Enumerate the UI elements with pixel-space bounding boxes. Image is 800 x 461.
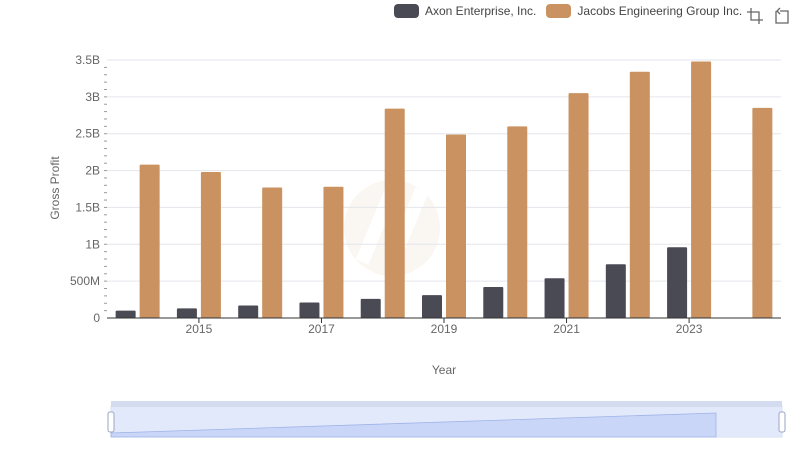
legend-label-axon: Axon Enterprise, Inc. bbox=[425, 4, 537, 18]
legend: Axon Enterprise, Inc. Jacobs Engineering… bbox=[394, 4, 742, 18]
y-tick-label: 1B bbox=[85, 237, 100, 251]
y-tick-label: 0 bbox=[93, 311, 100, 325]
slider-preview-area bbox=[110, 412, 717, 438]
y-tick-label: 2B bbox=[85, 164, 100, 178]
bar-jacobs-2020[interactable] bbox=[507, 126, 528, 318]
legend-label-jacobs: Jacobs Engineering Group Inc. bbox=[577, 4, 743, 18]
bar-jacobs-2024[interactable] bbox=[752, 107, 773, 319]
x-axis-title: Year bbox=[432, 363, 456, 377]
x-tick-label: 2019 bbox=[431, 322, 458, 336]
zoom-icon[interactable] bbox=[746, 7, 764, 25]
bar-jacobs-2014[interactable] bbox=[139, 164, 160, 318]
x-tick-label: 2017 bbox=[308, 322, 335, 336]
bar-jacobs-2022[interactable] bbox=[629, 71, 650, 319]
bar-jacobs-2017[interactable] bbox=[323, 186, 344, 318]
bar-jacobs-2015[interactable] bbox=[200, 172, 221, 318]
legend-swatch-axon bbox=[394, 4, 419, 18]
y-tick-labels: 0 500M 1B 1.5B 2B 2.5B 3B 3.5B bbox=[70, 53, 100, 325]
y-tick-label: 3.5B bbox=[75, 53, 100, 67]
bar-jacobs-2023[interactable] bbox=[691, 61, 712, 319]
bar-axon-2020[interactable] bbox=[483, 287, 504, 318]
y-minor-ticks bbox=[104, 66, 107, 312]
bar-axon-2015[interactable] bbox=[176, 308, 197, 318]
bar-axon-2014[interactable] bbox=[115, 310, 136, 318]
x-tick-labels: 2015 2017 2019 2021 2023 bbox=[186, 318, 703, 336]
y-tick-label: 1.5B bbox=[75, 200, 100, 214]
slider-handle-left[interactable] bbox=[107, 411, 115, 433]
bar-axon-2023[interactable] bbox=[667, 247, 688, 318]
legend-swatch-jacobs bbox=[546, 4, 572, 18]
bar-jacobs-2018[interactable] bbox=[384, 108, 405, 318]
y-tick-label: 500M bbox=[70, 274, 100, 288]
y-tick-label: 3B bbox=[85, 90, 100, 104]
bar-axon-2017[interactable] bbox=[299, 302, 320, 318]
bars bbox=[115, 61, 773, 319]
bar-axon-2016[interactable] bbox=[238, 305, 259, 318]
bar-jacobs-2019[interactable] bbox=[446, 134, 466, 318]
legend-item-jacobs[interactable]: Jacobs Engineering Group Inc. bbox=[546, 4, 742, 18]
bar-jacobs-2016[interactable] bbox=[262, 187, 283, 318]
bar-axon-2018[interactable] bbox=[360, 298, 381, 318]
data-zoom-slider[interactable] bbox=[107, 401, 786, 438]
legend-item-axon[interactable]: Axon Enterprise, Inc. bbox=[394, 4, 536, 18]
slider-handle-right[interactable] bbox=[778, 411, 786, 433]
x-tick-label: 2023 bbox=[676, 322, 703, 336]
slider-top-bar[interactable] bbox=[111, 401, 782, 407]
toolbox bbox=[746, 7, 790, 25]
x-tick-label: 2015 bbox=[186, 322, 213, 336]
y-tick-label: 2.5B bbox=[75, 127, 100, 141]
bar-jacobs-2021[interactable] bbox=[568, 93, 589, 319]
bar-axon-2019[interactable] bbox=[422, 295, 442, 318]
y-axis-title: Gross Profit bbox=[48, 156, 62, 220]
x-tick-label: 2021 bbox=[553, 322, 580, 336]
bar-axon-2021[interactable] bbox=[544, 278, 565, 318]
bar-axon-2022[interactable] bbox=[605, 264, 626, 318]
restore-icon[interactable] bbox=[772, 7, 790, 25]
